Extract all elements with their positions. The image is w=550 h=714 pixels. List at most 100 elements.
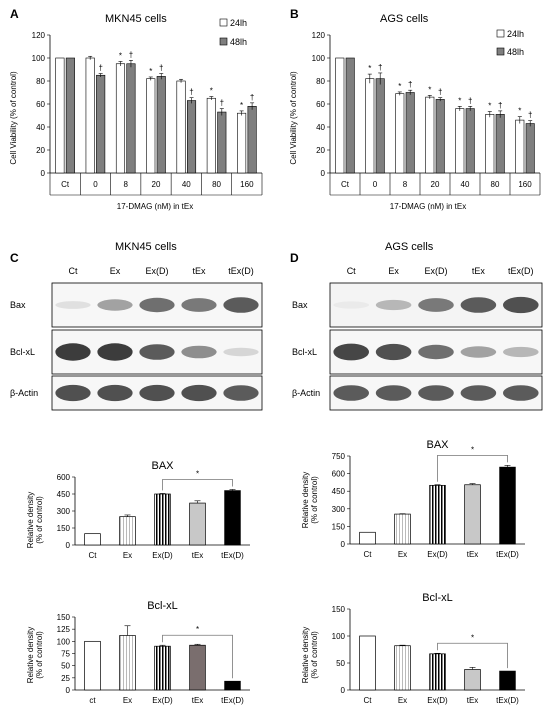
bar xyxy=(405,92,415,174)
bar xyxy=(224,490,241,546)
x-tick-label: tEx xyxy=(467,696,479,705)
blot-band xyxy=(375,299,412,311)
density-ylabel-d2b: (% of control) xyxy=(310,631,319,679)
significance-mark: * xyxy=(368,64,371,73)
blot-band xyxy=(375,343,412,361)
blot-band xyxy=(181,298,217,312)
legend-swatch-24h xyxy=(496,29,505,38)
chart-title: Bcl-xL xyxy=(422,592,453,604)
panel-label-b: B xyxy=(290,7,299,21)
panel-label-a: A xyxy=(10,7,19,21)
lane-label: tEx xyxy=(192,266,206,276)
blot-row-label: Bcl-xL xyxy=(10,347,35,357)
x-tick-label: 8 xyxy=(123,180,128,189)
x-tick-label: Ex(D) xyxy=(152,551,173,560)
blot-band xyxy=(502,346,539,358)
blot-band xyxy=(97,299,133,311)
significance-bracket xyxy=(437,642,508,669)
x-tick-label: Ex xyxy=(398,550,407,559)
x-tick-label: tEx xyxy=(192,696,204,705)
blot-band xyxy=(55,301,91,309)
significance-bracket xyxy=(162,479,233,491)
significance-mark: * xyxy=(471,633,474,642)
blot-band xyxy=(418,385,454,401)
bar xyxy=(394,645,411,691)
significance-mark: † xyxy=(378,63,382,72)
lane-label: Ct xyxy=(347,266,356,276)
significance-mark: * xyxy=(471,445,474,454)
blot-band xyxy=(223,385,259,401)
bar xyxy=(96,74,106,174)
bar xyxy=(176,80,186,174)
chart-title: Bcl-xL xyxy=(147,600,178,612)
density-ylabel-c1b: (% of control) xyxy=(35,496,44,544)
blot-band xyxy=(502,296,539,314)
y-tick-label: 100 xyxy=(32,54,46,63)
x-tick-label: Ex(D) xyxy=(427,696,448,705)
bar xyxy=(217,111,227,174)
bar xyxy=(515,119,525,174)
y-tick-label: 80 xyxy=(316,77,325,86)
blot-band xyxy=(139,384,175,402)
y-tick-label: 100 xyxy=(312,54,326,63)
bar xyxy=(429,484,446,545)
chart-title: BAX xyxy=(426,439,449,451)
y-tick-label: 25 xyxy=(61,674,70,683)
blot-band xyxy=(333,385,370,401)
legend-label-48h: 48lh xyxy=(507,47,524,57)
significance-mark: * xyxy=(398,82,401,91)
y-tick-label: 60 xyxy=(36,100,45,109)
lane-label: Ct xyxy=(69,266,78,276)
x-tick-label: tEx xyxy=(467,550,479,559)
lane-label: Ex xyxy=(110,266,121,276)
x-tick-label: tEx(D) xyxy=(496,550,519,559)
panel-label-d: D xyxy=(290,251,299,265)
blot-band xyxy=(375,385,412,401)
x-tick-label: 0 xyxy=(93,180,98,189)
y-tick-label: 0 xyxy=(66,541,71,550)
y-tick-label: 150 xyxy=(332,605,346,614)
y-tick-label: 750 xyxy=(332,452,346,461)
y-tick-label: 120 xyxy=(32,31,46,40)
x-axis-label-b: 17-DMAG (nM) in tEx xyxy=(390,202,466,211)
y-tick-label: 100 xyxy=(57,637,71,646)
legend-b: 24lh 48lh xyxy=(496,29,524,57)
y-axis-label-b: Cell Viability (% of control) xyxy=(289,71,298,165)
legend-a: 24lh 48lh xyxy=(219,18,247,47)
legend-label-24h: 24lh xyxy=(230,18,247,28)
bar xyxy=(394,513,411,545)
density-ylabel-c2: Relative density xyxy=(26,627,35,683)
y-tick-label: 120 xyxy=(312,31,326,40)
y-tick-label: 450 xyxy=(332,487,346,496)
legend-swatch-48h xyxy=(496,47,505,56)
significance-mark: * xyxy=(518,107,521,116)
x-tick-label: 40 xyxy=(182,180,191,189)
y-tick-label: 600 xyxy=(332,470,346,479)
blot-band xyxy=(181,345,217,359)
significance-mark: * xyxy=(240,101,243,110)
x-tick-label: tEx xyxy=(192,551,204,560)
x-tick-label: ct xyxy=(89,696,96,705)
blot-band xyxy=(418,298,454,312)
bar xyxy=(455,108,465,174)
bar xyxy=(375,78,385,174)
blot-band xyxy=(97,343,133,361)
bar xyxy=(85,57,95,174)
bar xyxy=(359,531,376,545)
blot-row-label: Bax xyxy=(10,300,26,310)
bar xyxy=(464,669,481,691)
y-tick-label: 0 xyxy=(341,540,346,549)
density-ylabel-d2: Relative density xyxy=(301,627,310,683)
y-tick-label: 50 xyxy=(336,659,345,668)
blot-band xyxy=(502,385,539,401)
legend-swatch-24h xyxy=(219,18,228,27)
bar xyxy=(206,97,216,174)
y-tick-label: 75 xyxy=(61,650,70,659)
x-tick-label: 80 xyxy=(491,180,500,189)
x-tick-label: tEx(D) xyxy=(221,696,244,705)
x-tick-label: 20 xyxy=(431,180,440,189)
panel-title-a: MKN45 cells xyxy=(105,13,167,25)
bar xyxy=(429,653,446,691)
density-ylabel-c2b: (% of control) xyxy=(35,631,44,679)
lane-label: tEx(D) xyxy=(508,266,534,276)
